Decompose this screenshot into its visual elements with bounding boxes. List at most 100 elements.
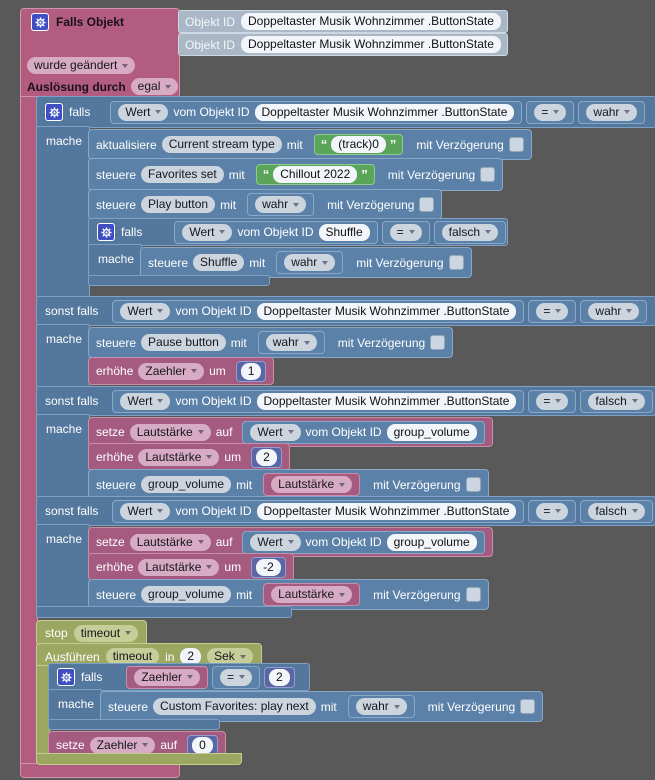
timeout-name-pill[interactable]: timeout	[105, 648, 160, 665]
object-id-field[interactable]: group_volume	[386, 533, 477, 551]
number-field[interactable]: -2	[256, 558, 281, 576]
get-value-block[interactable]: Wert vom Objekt ID Doppeltaster Musik Wo…	[112, 299, 525, 323]
logic-value-dropdown[interactable]: falsch	[588, 502, 645, 520]
timeout-delay-field[interactable]: 2	[180, 648, 202, 665]
logic-value-block[interactable]: wahr	[578, 100, 646, 124]
delay-checkbox[interactable]	[480, 167, 496, 182]
get-value-block[interactable]: Wert vom Objekt ID group_volume	[242, 530, 485, 554]
trigger-change-mode-dropdown[interactable]: wurde geändert	[27, 57, 136, 74]
logic-value-dropdown[interactable]: wahr	[586, 103, 638, 121]
attribute-dropdown[interactable]: Wert	[118, 103, 169, 121]
attribute-dropdown[interactable]: Wert	[250, 423, 301, 441]
variable-dropdown[interactable]: Lautstärke	[129, 533, 211, 551]
operator-dropdown[interactable]: =	[536, 302, 569, 320]
logic-value-dropdown[interactable]: wahr	[255, 196, 307, 213]
logic-value-dropdown[interactable]: falsch	[588, 392, 645, 410]
target-object-pill[interactable]: Current stream type	[161, 136, 282, 153]
compare-block[interactable]: =	[528, 499, 577, 523]
object-id-field[interactable]: Doppeltaster Musik Wohnzimmer .ButtonSta…	[256, 302, 517, 320]
control-favorites-block[interactable]: steuere Favorites set mit “ Chillout 202…	[88, 158, 504, 191]
get-value-block[interactable]: Wert vom Objekt ID Shuffle	[174, 220, 378, 244]
operator-dropdown[interactable]: =	[389, 223, 422, 241]
increment-variable-block[interactable]: erhöhe Lautstärke um 2	[88, 443, 290, 471]
object-id-field[interactable]: Doppeltaster Musik Wohnzimmer .ButtonSta…	[254, 103, 515, 121]
delay-checkbox[interactable]	[465, 477, 481, 492]
attribute-dropdown[interactable]: Wert	[120, 392, 171, 410]
logic-value-dropdown[interactable]: wahr	[355, 698, 407, 715]
logic-value-block[interactable]: wahr	[257, 331, 325, 354]
compare-block[interactable]: =	[381, 220, 430, 244]
logic-value-block[interactable]: wahr	[276, 251, 344, 274]
number-field[interactable]: 2	[256, 448, 277, 466]
logic-value-dropdown[interactable]: wahr	[284, 254, 336, 271]
number-field[interactable]: 0	[192, 736, 213, 754]
text-field[interactable]: Chillout 2022	[273, 166, 358, 183]
set-variable-block[interactable]: setze Lautstärke auf Wert vom Objekt ID …	[88, 527, 493, 557]
control-volume-block[interactable]: steuere group_volume mit Lautstärke mit …	[88, 469, 489, 500]
variable-dropdown[interactable]: Lautstärke	[138, 558, 220, 576]
control-custom-favorites-block[interactable]: steuere Custom Favorites: play next mit …	[100, 691, 544, 722]
number-block[interactable]: 1	[235, 360, 267, 382]
object-id-block-2[interactable]: Objekt ID Doppeltaster Musik Wohnzimmer …	[178, 33, 508, 56]
compare-block[interactable]: =	[528, 389, 577, 413]
delay-checkbox[interactable]	[520, 699, 536, 714]
logic-value-dropdown[interactable]: falsch	[441, 223, 499, 241]
operator-dropdown[interactable]: =	[536, 502, 569, 520]
number-block[interactable]: 0	[187, 734, 218, 756]
get-value-block[interactable]: Wert vom Objekt ID Doppeltaster Musik Wo…	[110, 100, 523, 124]
increment-variable-block[interactable]: erhöhe Zaehler um 1	[88, 357, 275, 385]
logic-value-block[interactable]: wahr	[347, 695, 415, 718]
text-value-block[interactable]: “ (track)0 ”	[313, 134, 404, 155]
logic-value-block[interactable]: wahr	[580, 299, 648, 323]
logic-value-block[interactable]: wahr	[247, 193, 315, 216]
delay-checkbox[interactable]	[430, 335, 446, 350]
object-id-field[interactable]: Shuffle	[318, 223, 370, 241]
object-id-field[interactable]: Doppeltaster Musik Wohnzimmer .ButtonSta…	[256, 502, 517, 520]
target-object-pill[interactable]: group_volume	[141, 476, 232, 493]
logic-value-block[interactable]: falsch	[580, 389, 653, 413]
mutator-gear-icon[interactable]	[97, 223, 115, 241]
delay-checkbox[interactable]	[465, 587, 481, 602]
target-object-pill[interactable]: Custom Favorites: play next	[153, 698, 316, 715]
if-block-branch2-header[interactable]: sonst falls Wert vom Objekt ID Doppeltas…	[36, 296, 655, 326]
if-block-branch1-header[interactable]: falls Wert vom Objekt ID Doppeltaster Mu…	[36, 96, 655, 128]
get-value-block[interactable]: Wert vom Objekt ID Doppeltaster Musik Wo…	[112, 499, 525, 523]
logic-value-dropdown[interactable]: wahr	[588, 302, 640, 320]
variable-dropdown[interactable]: Lautstärke	[271, 586, 353, 603]
operator-dropdown[interactable]: =	[534, 103, 567, 121]
variable-value-block[interactable]: Zaehler	[126, 665, 209, 689]
compare-block[interactable]: =	[526, 100, 575, 124]
target-object-pill[interactable]: group_volume	[141, 586, 232, 603]
variable-dropdown[interactable]: Zaehler	[138, 362, 205, 380]
if-block-branch3-header[interactable]: sonst falls Wert vom Objekt ID Doppeltas…	[36, 386, 655, 416]
logic-value-block[interactable]: falsch	[433, 220, 507, 244]
text-value-block[interactable]: “ Chillout 2022 ”	[255, 164, 375, 185]
attribute-dropdown[interactable]: Wert	[182, 223, 233, 241]
target-object-pill[interactable]: Shuffle	[193, 254, 245, 271]
if-block-branch4-header[interactable]: sonst falls Wert vom Objekt ID Doppeltas…	[36, 496, 655, 526]
trigger-by-dropdown[interactable]: egal	[130, 78, 179, 95]
variable-value-block[interactable]: Lautstärke	[263, 473, 361, 496]
number-block[interactable]: -2	[251, 556, 286, 578]
operator-dropdown[interactable]: =	[536, 392, 569, 410]
operator-dropdown[interactable]: =	[220, 668, 253, 686]
variable-dropdown[interactable]: Lautstärke	[138, 448, 220, 466]
increment-variable-block[interactable]: erhöhe Lautstärke um -2	[88, 553, 294, 581]
number-field[interactable]: 2	[269, 668, 290, 686]
text-field[interactable]: (track)0	[331, 136, 386, 153]
get-value-block[interactable]: Wert vom Objekt ID Doppeltaster Musik Wo…	[112, 389, 525, 413]
variable-dropdown[interactable]: Zaehler	[89, 736, 156, 754]
control-play-block[interactable]: steuere Play button mit wahr mit Verzöge…	[88, 189, 443, 220]
number-block[interactable]: 2	[264, 666, 295, 688]
update-state-block[interactable]: aktualisiere Current stream type mit “ (…	[88, 129, 532, 160]
control-volume-block[interactable]: steuere group_volume mit Lautstärke mit …	[88, 579, 489, 610]
target-object-pill[interactable]: Favorites set	[141, 166, 224, 183]
target-object-pill[interactable]: Play button	[141, 196, 216, 213]
compare-block[interactable]: =	[212, 665, 261, 689]
object-id-field-1[interactable]: Doppeltaster Musik Wohnzimmer .ButtonSta…	[241, 13, 501, 30]
object-id-field[interactable]: group_volume	[386, 423, 477, 441]
get-value-block[interactable]: Wert vom Objekt ID group_volume	[242, 420, 485, 444]
mutator-gear-icon[interactable]	[57, 668, 75, 686]
timeout-name-dropdown[interactable]: timeout	[73, 624, 139, 642]
inner-if-shuffle-header[interactable]: falls Wert vom Objekt ID Shuffle = falsc…	[88, 218, 508, 246]
